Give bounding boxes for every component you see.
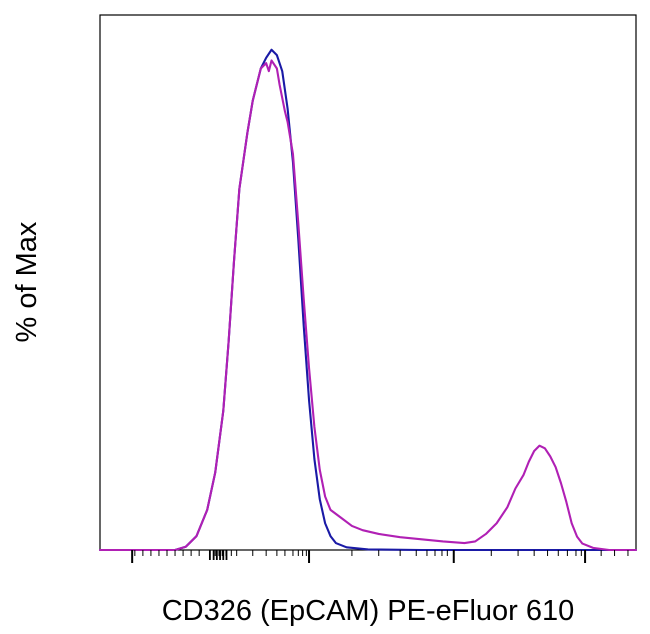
series-line-2 [98,59,638,552]
x-axis-label: CD326 (EpCAM) PE-eFluor 610 [162,595,575,627]
series-line-1 [98,48,638,552]
x-axis-ticks [131,550,629,563]
y-axis-label: % of Max [11,221,43,342]
series-layer [98,48,638,552]
